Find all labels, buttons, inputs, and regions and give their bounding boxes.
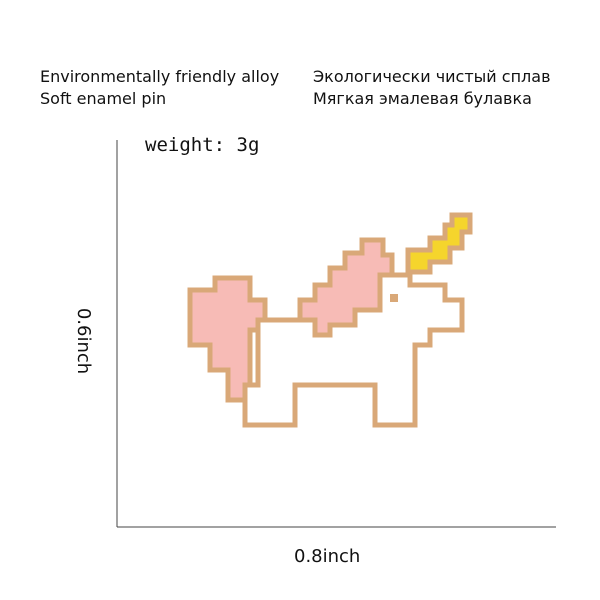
width-label: 0.8inch (294, 546, 361, 567)
feature-line: Экологически чистый сплав (313, 67, 551, 86)
horn (405, 212, 473, 275)
unicorn (187, 212, 473, 428)
eye (390, 294, 398, 302)
tail (187, 275, 268, 403)
feature-line: Environmentally friendly alloy (40, 67, 280, 86)
mane (297, 237, 395, 338)
feature-line: Soft enamel pin (40, 89, 167, 108)
weight-label: weight: 3g (145, 134, 260, 156)
feature-line: Мягкая эмалевая булавка (313, 89, 532, 108)
